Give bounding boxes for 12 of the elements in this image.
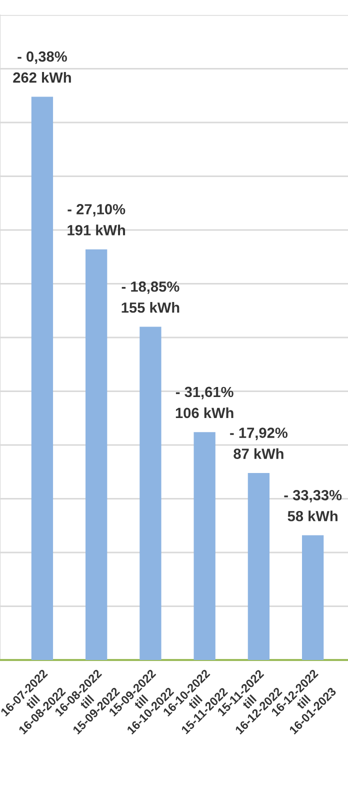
data-label: - 27,10% 191 kWh <box>68 204 126 236</box>
data-label: - 33,33% 58 kWh <box>284 490 342 522</box>
data-label: - 0,38% 262 kWh <box>13 51 71 83</box>
bar <box>248 472 270 660</box>
bar <box>31 96 54 660</box>
data-label: - 31,61% 106 kWh <box>176 386 234 418</box>
bar <box>86 249 108 660</box>
bar <box>302 535 324 660</box>
bar <box>194 432 216 660</box>
data-label: - 17,92% 87 kWh <box>230 428 288 459</box>
data-label: - 18,85% 155 kWh <box>122 281 180 313</box>
bar <box>140 326 162 660</box>
